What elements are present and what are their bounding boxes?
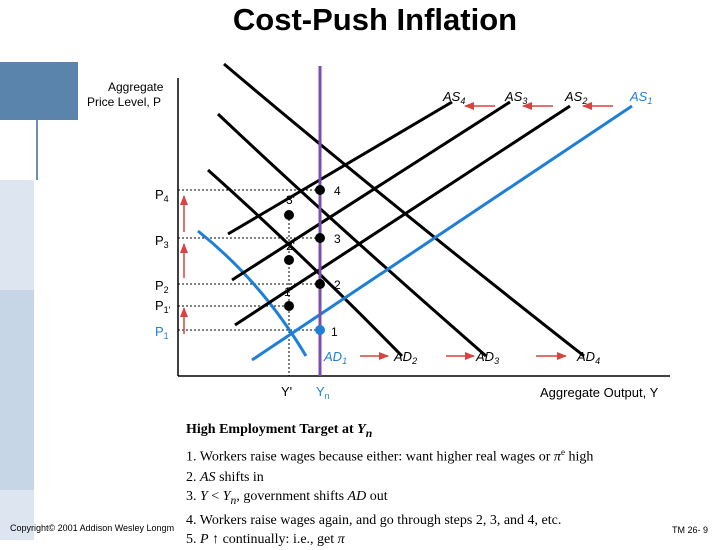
as1-label: AS1 <box>629 89 652 106</box>
ad4-label: AD4 <box>576 349 600 366</box>
notes-line-2: 2. AS shifts in <box>186 469 264 485</box>
price-label-p1: P1 <box>155 324 169 341</box>
ad1-label: AD1 <box>323 349 347 366</box>
point-label-3-prime: 3' <box>286 193 295 207</box>
price-label-p4: P4 <box>155 187 169 204</box>
point-label-4: 4 <box>334 184 341 198</box>
notes-line-3: 3. Y < Yn, government shifts AD out <box>186 489 388 508</box>
cost-push-diagram: 1 1' 2 2' 3 3' 4 Aggregate Price Level, … <box>87 62 670 401</box>
point-3-prime-dot <box>284 210 294 220</box>
point-label-2: 2 <box>334 278 341 292</box>
point-2-prime-dot <box>284 255 294 265</box>
point-3-dot <box>315 233 325 243</box>
point-label-2-prime: 2' <box>286 239 295 253</box>
point-1-dot <box>315 325 325 335</box>
y-axis-label-line1: Aggregate <box>108 80 164 94</box>
ad2-label: AD2 <box>393 349 417 366</box>
as3-curve <box>231 100 511 282</box>
page-number: TM 26- 9 <box>672 525 709 535</box>
y-axis-label-line2: Price Level, P <box>87 95 161 109</box>
left-decoration-block <box>0 290 34 490</box>
price-label-p3: P3 <box>155 233 169 250</box>
notes-line-4: 4. Workers raise wages again, and go thr… <box>186 512 562 528</box>
as2-label: AS2 <box>564 89 587 106</box>
point-1-prime-dot <box>284 301 294 311</box>
output-label-y-prime: Y' <box>281 384 292 399</box>
slide-title: Cost-Push Inflation <box>232 2 518 37</box>
point-label-1: 1 <box>331 325 338 339</box>
copyright-text: Copyright© 2001 Addison Wesley Longm <box>10 523 175 533</box>
ad3-label: AD3 <box>475 349 499 366</box>
point-label-3: 3 <box>334 232 341 246</box>
notes-heading: High Employment Target at Yn <box>186 422 373 440</box>
diagram-panel: 1 1' 2 2' 3 3' 4 Aggregate Price Level, … <box>78 62 683 412</box>
left-decoration-top <box>0 62 78 120</box>
as4-curve <box>227 100 453 236</box>
as4-label: AS4 <box>442 89 465 106</box>
notes-line-1: 1. Workers raise wages because either: w… <box>186 447 594 466</box>
notes-box: High Employment Target at Yn 1. Workers … <box>180 412 666 547</box>
as2-curve <box>234 104 571 327</box>
price-label-p2: P2 <box>155 278 169 295</box>
left-decoration <box>0 62 78 540</box>
ad2-curve <box>207 168 404 358</box>
as1-curve <box>251 104 633 362</box>
ad4-curve <box>223 62 585 358</box>
notes-line-5: 5. P ↑ continually: i.e., get π <box>186 532 345 548</box>
ad1-curve <box>197 229 308 357</box>
price-label-p1-prime: P1' <box>155 298 171 315</box>
point-4-dot <box>315 185 325 195</box>
point-label-1-prime: 1' <box>284 285 293 299</box>
ad3-curve <box>216 112 487 358</box>
output-label-yn: Yn <box>316 384 330 401</box>
x-axis-label: Aggregate Output, Y <box>540 385 659 400</box>
as3-label: AS3 <box>504 89 527 106</box>
point-2-dot <box>315 279 325 289</box>
left-decoration-mid <box>0 120 38 180</box>
